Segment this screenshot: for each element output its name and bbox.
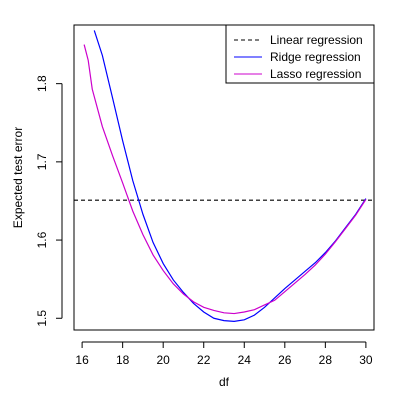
legend-label-linear: Linear regression [270,33,363,47]
x-tick-label: 26 [278,353,292,367]
x-tick-label: 24 [238,353,252,367]
series-line-ridge [93,30,367,323]
x-tick-label: 18 [116,353,130,367]
y-tick-label: 1.5 [35,310,49,327]
plot-layer [74,30,374,323]
legend-label-lasso: Lasso regression [270,67,361,81]
x-tick-label: 22 [197,353,211,367]
legend-label-ridge: Ridge regression [270,50,361,64]
x-tick-label: 28 [319,353,333,367]
y-axis-title: Expected test error [11,127,25,228]
legend: Linear regression Ridge regression Lasso… [225,24,375,84]
x-tick-label: 16 [75,353,89,367]
axes-layer: 16 18 20 22 24 26 28 30 1.5 1.6 1.7 1.8 [35,24,375,367]
plot-frame [73,24,375,331]
y-tick-label: 1.7 [35,153,49,170]
y-tick-label: 1.6 [35,231,49,248]
series-line-lasso [83,44,367,315]
legend-box [225,24,375,84]
y-tick-label: 1.8 [35,75,49,92]
x-tick-label: 20 [157,353,171,367]
x-tick-label: 30 [359,353,373,367]
series-group [74,30,374,323]
x-axis-title: df [219,375,230,389]
